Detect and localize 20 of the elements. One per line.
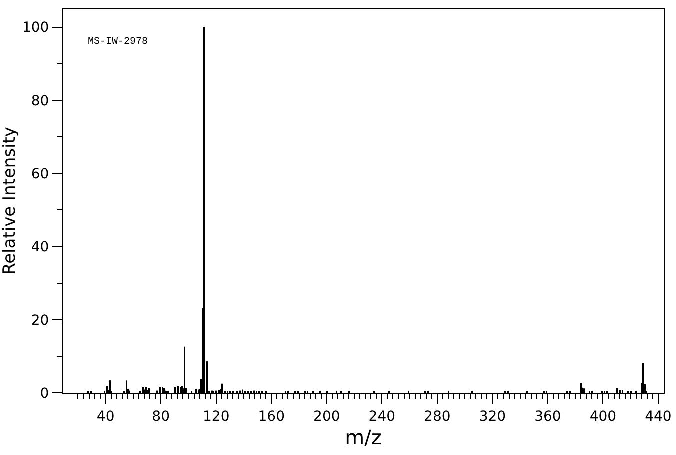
x-tick-label: 440: [645, 408, 672, 425]
annotation: MS-IW-2978: [88, 37, 148, 48]
x-tick-label: 400: [590, 408, 617, 425]
x-tick-label: 120: [202, 408, 230, 425]
x-tick-label: 240: [368, 408, 396, 425]
x-tick-label: 360: [534, 408, 562, 425]
y-tick-label: 100: [22, 20, 50, 36]
y-axis-title: Relative Intensity: [0, 127, 20, 275]
y-tick-label: 0: [40, 386, 50, 402]
x-tick-label: 280: [424, 408, 451, 425]
x-tick-label: 320: [479, 408, 506, 425]
y-tick-label: 40: [31, 240, 50, 256]
x-axis-title: m/z: [345, 425, 382, 450]
x-tick-label: 40: [96, 408, 115, 425]
y-tick-label: 20: [31, 312, 50, 329]
x-tick-label: 160: [258, 408, 285, 425]
y-tick-label: 60: [31, 166, 50, 182]
y-tick-label: 80: [31, 93, 50, 110]
x-tick-label: 200: [314, 408, 340, 425]
x-tick-label: 80: [152, 408, 170, 425]
